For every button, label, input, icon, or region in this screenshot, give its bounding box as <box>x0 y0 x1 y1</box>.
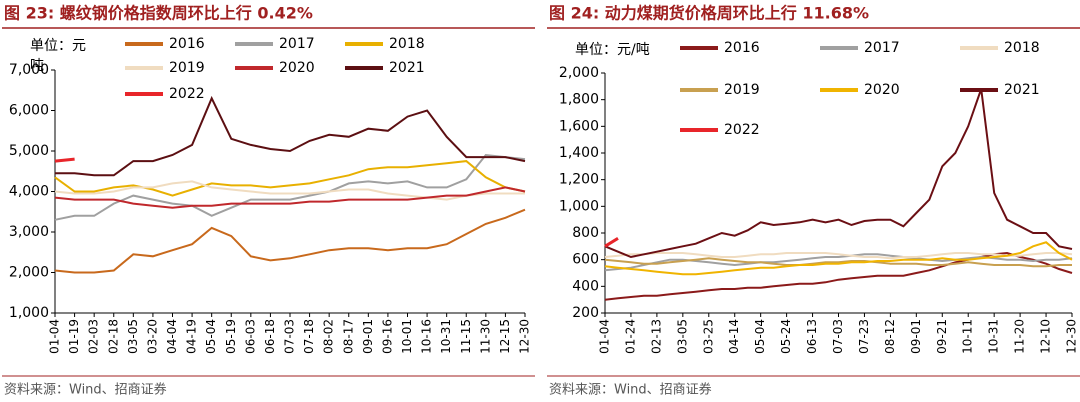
x-tick-label: 02-03 <box>87 319 101 354</box>
legend-label: 2017 <box>279 36 315 52</box>
x-tick-label: 09-21 <box>935 319 949 354</box>
unit-label: 单位：元/吨 <box>575 42 650 58</box>
x-tick-label: 03-20 <box>145 319 159 354</box>
legend-label: 2019 <box>724 82 760 98</box>
legend-label: 2020 <box>279 60 315 76</box>
legend-label: 2021 <box>1004 82 1040 98</box>
x-tick-label: 09-16 <box>380 319 394 354</box>
x-tick-label: 01-04 <box>48 319 62 354</box>
y-tick-label: 200 <box>572 305 599 321</box>
chart-title: 图 24: 动力煤期货价格周环比上行 11.68% <box>549 4 869 23</box>
x-tick-label: 12-15 <box>498 319 512 354</box>
legend-label: 2021 <box>389 60 425 76</box>
x-tick-label: 11-15 <box>459 319 473 354</box>
x-tick-label: 07-03 <box>283 319 297 354</box>
x-tick-label: 10-31 <box>987 319 1001 354</box>
series-line <box>55 95 526 177</box>
y-tick-label: 1,400 <box>559 145 599 161</box>
series-line <box>54 208 526 274</box>
x-tick-label: 09-01 <box>361 319 375 354</box>
series-line <box>604 252 1073 260</box>
unit-label: 单位：元 <box>30 38 86 54</box>
x-tick-label: 10-11 <box>961 319 975 354</box>
x-tick-label: 09-01 <box>909 319 923 354</box>
x-tick-label: 04-19 <box>185 319 199 354</box>
x-tick-label: 07-23 <box>857 319 871 354</box>
y-tick-label: 5,000 <box>9 143 49 159</box>
y-tick-label: 3,000 <box>9 224 49 240</box>
x-tick-label: 12-30 <box>518 319 532 354</box>
x-tick-label: 05-04 <box>753 319 767 354</box>
x-tick-label: 11-30 <box>478 319 492 354</box>
series-line <box>604 237 619 248</box>
chart-title: 图 23: 螺纹钢价格指数周环比上行 0.42% <box>4 4 313 23</box>
series-line <box>604 241 1073 276</box>
x-tick-label: 07-03 <box>831 319 845 354</box>
series-line <box>604 88 1073 259</box>
x-tick-label: 05-24 <box>779 319 793 354</box>
x-tick-label: 01-04 <box>598 319 612 354</box>
y-tick-label: 6,000 <box>9 103 49 119</box>
x-tick-label: 06-03 <box>243 319 257 354</box>
y-tick-label: 4,000 <box>9 184 49 200</box>
series-line <box>604 253 1073 272</box>
x-tick-label: 05-04 <box>204 319 218 354</box>
y-tick-label: 1,800 <box>559 92 599 108</box>
legend-label: 2016 <box>724 40 760 56</box>
x-tick-label: 03-05 <box>126 319 140 354</box>
x-tick-label: 05-19 <box>224 319 238 354</box>
series-line <box>54 186 526 209</box>
x-tick-label: 10-01 <box>400 319 414 354</box>
x-tick-label: 12-30 <box>1065 319 1079 354</box>
source: 资料来源：Wind、招商证券 <box>4 382 167 398</box>
legend-label: 2017 <box>864 40 900 56</box>
y-tick-label: 1,000 <box>559 198 599 214</box>
x-tick-label: 06-13 <box>805 319 819 354</box>
y-tick-label: 800 <box>572 225 599 241</box>
x-tick-label: 08-12 <box>883 319 897 354</box>
x-tick-label: 04-04 <box>165 319 179 354</box>
series-line <box>54 160 526 197</box>
series-line <box>54 180 525 201</box>
unit-label: 吨 <box>30 58 44 74</box>
y-tick-label: 7,000 <box>9 62 49 78</box>
x-tick-label: 01-19 <box>67 319 81 354</box>
y-tick-label: 2,000 <box>9 265 49 281</box>
x-tick-label: 08-17 <box>341 319 355 354</box>
x-tick-label: 02-13 <box>649 319 663 354</box>
x-tick-label: 01-24 <box>623 319 637 354</box>
x-tick-label: 10-16 <box>420 319 434 354</box>
series-line <box>54 157 75 163</box>
legend-label: 2022 <box>169 86 205 102</box>
x-tick-label: 08-02 <box>322 319 336 354</box>
x-tick-label: 10-31 <box>439 319 453 354</box>
legend-label: 2020 <box>864 82 900 98</box>
legend-label: 2016 <box>169 36 205 52</box>
x-tick-label: 11-20 <box>1013 319 1027 354</box>
legend-label: 2022 <box>724 122 760 138</box>
x-tick-label: 06-18 <box>263 319 277 354</box>
legend-label: 2018 <box>1004 40 1040 56</box>
y-tick-label: 1,000 <box>9 305 49 321</box>
x-tick-label: 04-14 <box>727 319 741 354</box>
source: 资料来源：Wind、招商证券 <box>549 382 712 398</box>
x-tick-label: 12-10 <box>1039 319 1053 354</box>
y-tick-label: 400 <box>572 278 599 294</box>
y-tick-label: 1,600 <box>559 118 599 134</box>
x-tick-label: 02-18 <box>106 319 120 354</box>
y-tick-label: 1,200 <box>559 172 599 188</box>
legend-label: 2018 <box>389 36 425 52</box>
x-tick-label: 03-05 <box>675 319 689 354</box>
y-tick-label: 600 <box>572 252 599 268</box>
series-line <box>604 257 1072 268</box>
x-tick-label: 03-25 <box>701 319 715 354</box>
series-line <box>54 153 526 221</box>
x-tick-label: 07-18 <box>302 319 316 354</box>
legend-label: 2019 <box>169 60 205 76</box>
y-tick-label: 2,000 <box>559 65 599 81</box>
